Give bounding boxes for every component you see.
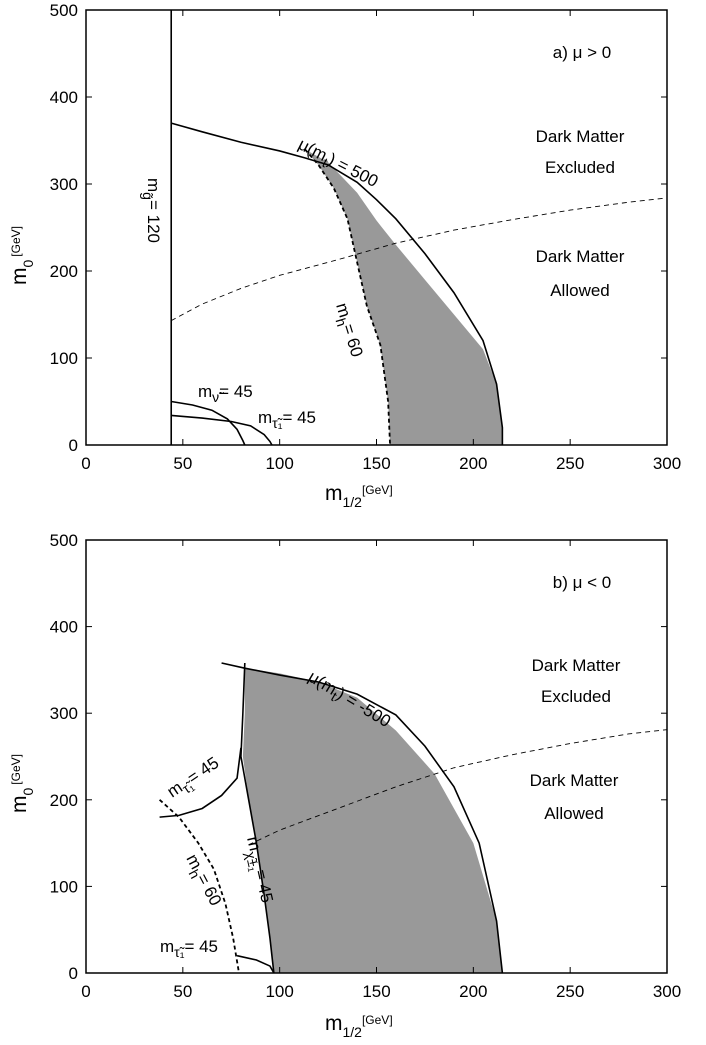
a-region-excluded-line1: Dark Matter (536, 127, 625, 146)
a-sneutrino-label: mν̃= 45 (198, 382, 253, 405)
b-x-tick-label: 250 (556, 982, 584, 1001)
b-region-allowed-line1: Dark Matter (530, 771, 619, 790)
b-shaded-region (242, 668, 503, 973)
b-stau-upper-label: mτ̃₁= 45 (164, 753, 225, 805)
b-x-tick-label: 0 (81, 982, 90, 1001)
b-mu-contour (221, 662, 504, 974)
b-y-tick-label: 200 (50, 791, 78, 810)
a-x-tick-label: 300 (653, 454, 681, 473)
b-y-tick-label: 500 (50, 531, 78, 550)
b-stau-lower-contour (236, 954, 275, 974)
a-stau-mass-contour (171, 414, 273, 446)
b-dark-matter-boundary (248, 729, 668, 846)
b-region-excluded-line1: Dark Matter (532, 656, 621, 675)
a-x-tick-label: 50 (173, 454, 192, 473)
panel-b: 0 50 100 150 200 250 300 0 100 200 300 400 500 b) μ … (8, 531, 681, 1040)
a-y-axis-title: m0[GeV] (8, 226, 36, 285)
a-y-tick-label: 100 (50, 349, 78, 368)
a-y-tick-label: 300 (50, 175, 78, 194)
b-x-tick-label: 50 (173, 982, 192, 1001)
a-dark-matter-boundary (171, 197, 668, 321)
a-x-tick-label: 0 (81, 454, 90, 473)
a-higgs-label: mh= 60 (328, 301, 366, 361)
a-sneutrino-mass-contour (171, 400, 246, 446)
a-stau-label: mτ̃₁= 45 (258, 408, 316, 431)
b-x-tick-label: 200 (459, 982, 487, 1001)
a-x-tick-label: 100 (265, 454, 293, 473)
b-y-axis-title: m0[GeV] (8, 754, 36, 813)
a-mu-contour (170, 122, 504, 445)
a-x-tick-label: 250 (556, 454, 584, 473)
a-gluino-label: mg̃= 120 (140, 178, 163, 243)
a-region-allowed-line2: Allowed (550, 281, 610, 300)
panel-a: 0 50 100 150 200 250 300 0 100 200 300 400 500 a) μ … (8, 1, 681, 510)
b-panel-label: b) μ < 0 (553, 573, 611, 592)
b-region-allowed-line2: Allowed (544, 804, 604, 823)
b-y-tick-label: 100 (50, 877, 78, 896)
a-x-tick-label: 200 (459, 454, 487, 473)
b-region-excluded-line2: Excluded (541, 687, 611, 706)
b-x-tick-label: 300 (653, 982, 681, 1001)
b-stau-lower-label: mτ̃₁= 45 (160, 937, 218, 960)
b-x-tick-label: 100 (265, 982, 293, 1001)
b-stau-upper-contour (159, 747, 242, 818)
a-x-tick-label: 150 (362, 454, 390, 473)
a-region-excluded-line2: Excluded (545, 158, 615, 177)
b-y-tick-label: 0 (69, 964, 78, 983)
b-x-tick-label: 150 (362, 982, 390, 1001)
a-shaded-region (304, 149, 503, 445)
a-y-tick-label: 0 (69, 436, 78, 455)
a-x-axis-title: m1/2[GeV] (325, 482, 393, 510)
b-x-axis-title: m1/2[GeV] (325, 1012, 393, 1040)
a-higgs-mass-contour (304, 148, 391, 446)
b-chargino-mass-contour (240, 662, 275, 974)
a-y-tick-label: 400 (50, 88, 78, 107)
a-y-tick-label: 500 (50, 1, 78, 20)
a-y-tick-label: 200 (50, 262, 78, 281)
b-y-tick-label: 400 (50, 618, 78, 637)
a-region-allowed-line1: Dark Matter (536, 247, 625, 266)
a-panel-label: a) μ > 0 (553, 43, 611, 62)
b-y-tick-label: 300 (50, 704, 78, 723)
